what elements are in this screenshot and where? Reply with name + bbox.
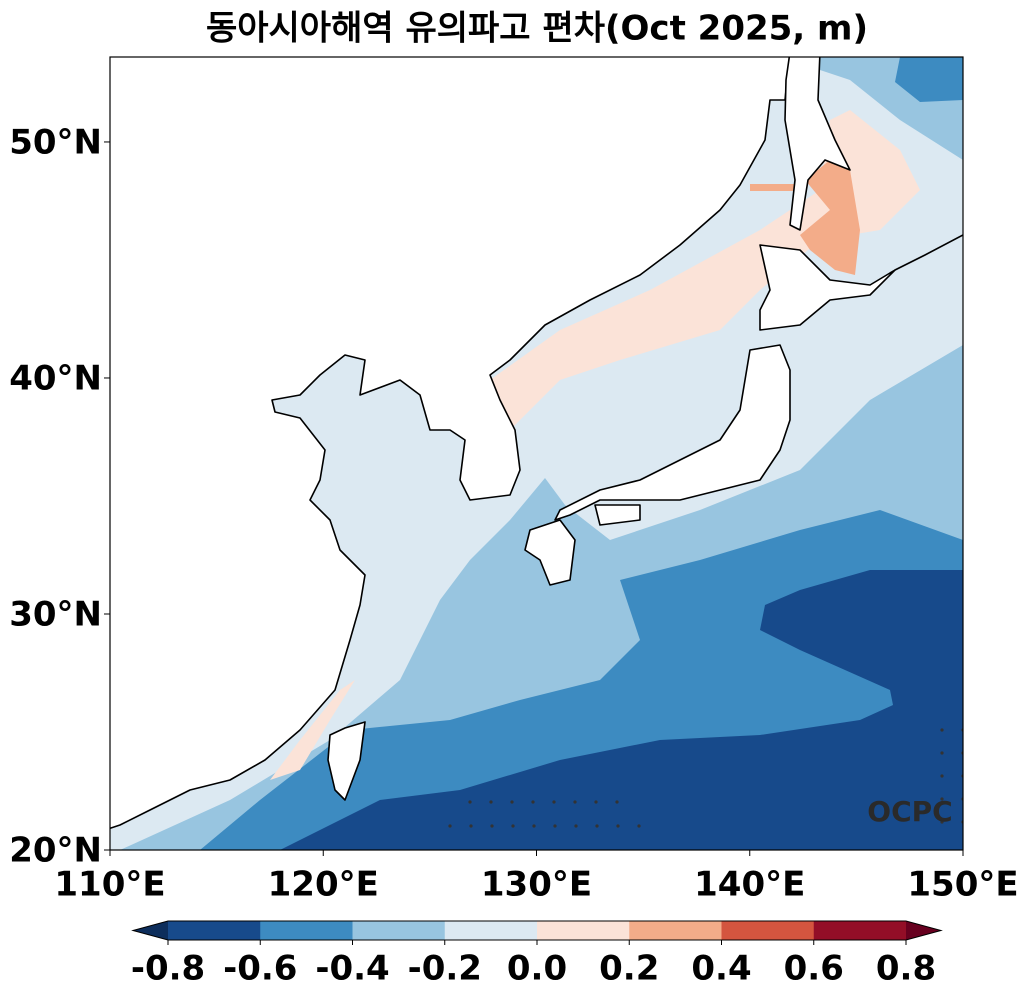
- colorbar-tick-label: -0.4: [315, 949, 389, 989]
- map: [110, 57, 963, 850]
- stipple-dot: [940, 797, 944, 801]
- colorbar-box: [629, 921, 722, 940]
- x-tick-label: 110°E: [54, 865, 165, 905]
- land: [784, 57, 851, 231]
- colorbar-tick-label: 0.4: [691, 949, 751, 989]
- stipple-dot: [511, 824, 515, 828]
- colorbar-tick-label: 0.0: [507, 949, 567, 989]
- colorbar-over: [906, 921, 941, 940]
- x-tick-label: 140°E: [694, 865, 805, 905]
- stipple-dot: [940, 728, 944, 732]
- land: [110, 57, 791, 830]
- colorbar-box: [813, 921, 907, 940]
- stipple-dot: [940, 751, 944, 755]
- chart-title: 동아시아해역 유의파고 편차(Oct 2025, m): [206, 9, 868, 49]
- stipple-dot: [490, 824, 494, 828]
- stipple-dot: [469, 824, 473, 828]
- stipple-dot: [594, 800, 598, 804]
- stipple-dot: [510, 800, 514, 804]
- stipple-dot: [552, 800, 556, 804]
- colorbar-tick-label: 0.8: [876, 949, 936, 989]
- colorbar-box: [260, 921, 353, 940]
- land: [524, 519, 576, 586]
- land: [594, 504, 641, 526]
- stipple-dot: [940, 820, 944, 824]
- y-tick-label: 40°N: [9, 358, 102, 398]
- x-tick-label: 150°E: [907, 865, 1018, 905]
- colorbar-box: [721, 921, 815, 940]
- stipple-dot: [637, 824, 641, 828]
- colorbar-box: [537, 921, 630, 940]
- contour-fill: [270, 680, 355, 780]
- stipple-dot: [468, 800, 472, 804]
- colorbar-tick-label: -0.6: [223, 949, 297, 989]
- x-tick-label: 130°E: [481, 865, 592, 905]
- colorbar-tick-label: 0.6: [784, 949, 844, 989]
- land: [759, 244, 896, 331]
- colorbar-under: [133, 921, 168, 940]
- contour-fill: [490, 110, 920, 430]
- colorbar-box: [352, 921, 446, 940]
- contour-fill: [895, 57, 963, 102]
- contour-fill: [280, 570, 963, 850]
- x-tick-label: 120°E: [268, 865, 379, 905]
- stipple-dot: [531, 800, 535, 804]
- stipple-dot: [595, 824, 599, 828]
- colorbar-box: [444, 921, 538, 940]
- colorbar: -0.8 -0.6 -0.4 -0.2 0.0 0.2 0.4 0.6 0.8: [131, 920, 943, 989]
- stipple-dot: [553, 824, 557, 828]
- y-tick-label: 20°N: [9, 831, 102, 871]
- stipple-dot: [448, 824, 452, 828]
- colorbar-box: [168, 921, 261, 940]
- stipple-dot: [574, 824, 578, 828]
- stipple-dot: [615, 800, 619, 804]
- contour-fill: [750, 184, 796, 191]
- coastline: [894, 234, 963, 271]
- colorbar-tick-label: 0.2: [599, 949, 659, 989]
- stipple-dot: [940, 774, 944, 778]
- watermark: OCPC: [867, 795, 952, 828]
- contour-fill: [800, 160, 860, 275]
- stipple-dot: [616, 824, 620, 828]
- colorbar-tick-label: -0.2: [408, 949, 482, 989]
- stippling: [448, 728, 963, 828]
- land: [327, 721, 366, 801]
- land: [554, 344, 791, 521]
- stipple-dot: [532, 824, 536, 828]
- stipple-dot: [573, 800, 577, 804]
- y-tick-label: 30°N: [9, 594, 102, 634]
- y-tick-label: 50°N: [9, 122, 102, 162]
- colorbar-tick-label: -0.8: [131, 949, 205, 989]
- stipple-dot: [489, 800, 493, 804]
